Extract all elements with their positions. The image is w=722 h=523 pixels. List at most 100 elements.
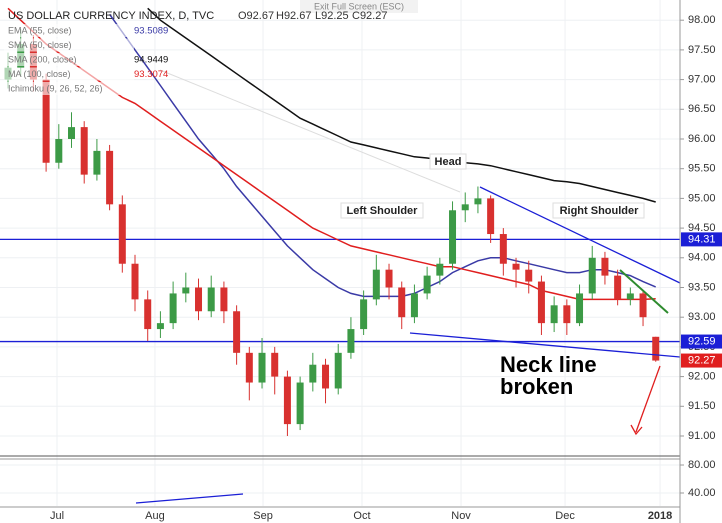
y-tick-label: 91.50	[688, 400, 716, 412]
y-tick-label: 96.50	[688, 103, 716, 115]
axis: 91.0091.5092.0092.5093.0093.5094.0094.50…	[50, 14, 722, 522]
candle-body	[42, 79, 50, 163]
legend-box	[4, 67, 134, 81]
legend: EMA (55, close) 93.5089 SMA (50, close) SMA…	[4, 24, 168, 95]
candle-body	[525, 269, 533, 282]
candle-body	[347, 329, 355, 353]
legend-label: SMA (50, close)	[8, 40, 72, 50]
annotation: Neck line	[500, 352, 597, 377]
candle-body	[385, 269, 393, 288]
indicator-line	[108, 13, 656, 298]
candle-body	[55, 138, 63, 163]
candle-body	[372, 269, 380, 300]
candle-body	[512, 263, 520, 270]
candle-body	[461, 204, 469, 211]
indicator-line	[147, 7, 656, 203]
x-tick-label: 2018	[648, 510, 672, 522]
candle-body	[93, 150, 101, 175]
candle-body	[169, 293, 177, 324]
x-tick-label: Dec	[555, 510, 575, 522]
x-tick-label: Oct	[353, 510, 370, 522]
annotation-box	[552, 202, 645, 219]
last-price-box	[681, 353, 722, 368]
y-tick-label: 93.00	[688, 311, 716, 323]
candle-body	[487, 198, 495, 235]
toolbar-box[interactable]	[300, 0, 418, 13]
candle-body	[258, 352, 266, 383]
level-box	[681, 232, 722, 247]
level-box	[681, 334, 722, 349]
candle-body	[131, 263, 139, 300]
candle-body	[436, 263, 444, 276]
y-tick-label: 98.00	[688, 14, 716, 26]
candle-body	[652, 336, 660, 361]
toolbar-text[interactable]: Exit Full Screen (ESC)	[314, 1, 404, 11]
candle-body	[207, 287, 215, 312]
candle-body	[220, 287, 228, 312]
annotation-box	[429, 153, 467, 170]
x-tick-label: Nov	[451, 510, 471, 522]
x-tick-label: Aug	[145, 510, 165, 522]
candle-body	[474, 198, 482, 205]
candle-body	[626, 293, 634, 300]
candle-body	[106, 150, 114, 205]
neck-trendline	[409, 332, 681, 358]
grid	[0, 0, 680, 506]
candle-body	[322, 364, 330, 389]
candle-body	[80, 127, 88, 175]
legend-box	[4, 53, 134, 66]
level-label: 92.59	[688, 335, 716, 347]
candle-body	[309, 364, 317, 383]
chart-title: US DOLLAR CURRENCY INDEX, D, TVC	[8, 10, 214, 22]
x-tick-label: Sep	[253, 510, 273, 522]
candle-body	[233, 311, 241, 353]
legend-value: 93.3074	[134, 69, 168, 80]
ohlc: H92.67	[276, 10, 311, 22]
candle-body	[499, 234, 507, 264]
candle-body	[398, 287, 406, 318]
candle-body	[576, 293, 584, 324]
candle-body	[271, 352, 279, 377]
candle-body	[537, 281, 545, 324]
y-tick-label: 40.00	[688, 487, 716, 499]
legend-value: 94.9449	[134, 55, 168, 66]
candle-body	[360, 299, 368, 330]
candle-body	[245, 352, 253, 383]
annotation: Right Shoulder	[560, 205, 640, 217]
rsi-trendline	[135, 493, 244, 504]
candle-body	[182, 287, 190, 294]
candle-body	[410, 293, 418, 318]
faint-trendline	[159, 69, 461, 193]
y-tick-label: 92.00	[688, 370, 716, 382]
legend-box	[4, 38, 134, 52]
candle-body	[334, 352, 342, 389]
y-tick-label: 93.50	[688, 281, 716, 293]
candle-body	[283, 376, 291, 425]
candle-body	[639, 293, 647, 318]
legend-label: MA (100, close)	[8, 69, 71, 79]
y-tick-label: 96.00	[688, 133, 716, 145]
ohlc: C92.27	[352, 10, 387, 22]
candle-body	[156, 323, 164, 330]
wedge-trendline	[479, 186, 681, 284]
y-tick-label: 95.00	[688, 192, 716, 204]
candle-body	[423, 275, 431, 294]
candle-body	[118, 204, 126, 264]
candle-body	[296, 382, 304, 425]
x-tick-label: Jul	[50, 510, 64, 522]
ohlc: O92.67	[238, 10, 274, 22]
green-trendline	[619, 269, 669, 314]
ohlc: L92.25	[315, 10, 349, 22]
y-tick-label: 95.50	[688, 163, 716, 175]
candles	[4, 29, 660, 436]
candle-body	[601, 257, 609, 276]
y-tick-label: 91.00	[688, 430, 716, 442]
level-label: 94.31	[688, 233, 716, 245]
annotation: Head	[435, 156, 462, 168]
legend-label: Ichimoku (9, 26, 52, 26)	[8, 83, 103, 93]
legend-label: EMA (55, close)	[8, 25, 72, 35]
legend-box	[4, 82, 134, 95]
arrow-head	[630, 424, 643, 436]
y-tick-label: 97.50	[688, 44, 716, 56]
arrow	[635, 365, 661, 433]
